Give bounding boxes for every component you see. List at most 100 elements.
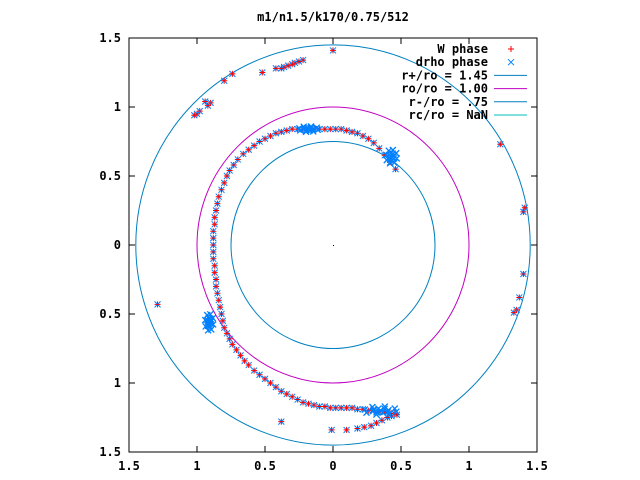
- data-point: [321, 403, 329, 410]
- legend-label: r-/ro = .75: [409, 95, 488, 109]
- w-phase-marker: [332, 404, 339, 411]
- drho-phase-marker: [363, 409, 370, 417]
- w-phase-marker: [262, 375, 268, 382]
- data-point: [250, 142, 258, 149]
- data-point: [277, 65, 285, 72]
- data-point: [326, 404, 334, 412]
- data-point: [373, 419, 380, 427]
- data-point: [337, 404, 345, 412]
- w-phase-marker: [349, 128, 356, 135]
- w-phase-marker: [272, 384, 279, 391]
- w-phase-marker: [223, 173, 230, 179]
- data-point: [375, 145, 383, 152]
- w-phase-marker: [359, 132, 366, 139]
- data-point: [277, 418, 285, 425]
- w-phase-marker: [328, 426, 335, 433]
- w-phase-marker: [245, 146, 252, 153]
- legend-marker: [507, 58, 515, 66]
- w-phase-marker: [251, 367, 258, 374]
- w-phase-marker: [213, 283, 220, 290]
- w-phase-marker: [283, 391, 290, 398]
- data-point: [212, 276, 220, 283]
- w-phase-marker: [245, 362, 252, 369]
- w-phase-marker: [354, 425, 361, 432]
- data-point: [233, 346, 240, 354]
- data-point: [272, 65, 280, 72]
- data-point: [258, 69, 266, 76]
- w-phase-marker: [240, 150, 247, 157]
- w-phase-marker: [497, 141, 504, 148]
- w-phase-marker: [191, 112, 198, 119]
- data-point: [190, 111, 198, 119]
- w-phase-marker: [210, 228, 217, 235]
- data-point: [219, 317, 227, 325]
- data-point: [309, 128, 317, 135]
- data-point: [373, 408, 380, 416]
- data-point: [223, 329, 231, 337]
- data-point: [272, 129, 280, 137]
- data-point: [305, 400, 312, 408]
- data-point: [239, 150, 247, 158]
- y-tick-label: 1: [114, 100, 121, 114]
- data-point: [218, 310, 225, 318]
- data-point: [288, 125, 296, 133]
- w-phase-marker: [354, 406, 361, 413]
- reference-circle: [135, 44, 531, 446]
- w-phase-marker: [338, 404, 345, 411]
- w-phase-marker: [354, 130, 361, 137]
- w-phase-marker: [251, 142, 258, 149]
- data-point: [256, 138, 263, 145]
- drho-phase-marker: [373, 408, 380, 416]
- x-tick-label: 1: [465, 459, 472, 473]
- data-point: [332, 404, 340, 412]
- x-tick-label: 0.5: [254, 459, 276, 473]
- w-phase-marker: [343, 127, 350, 134]
- reference-circle: [230, 141, 436, 349]
- data-point: [214, 289, 221, 297]
- data-point: [370, 139, 378, 147]
- x-tick-label: 0: [329, 459, 336, 473]
- w-phase-marker: [327, 404, 334, 411]
- w-phase-marker: [226, 335, 233, 342]
- w-phase-marker: [289, 126, 296, 133]
- y-tick-label: 1.5: [99, 31, 121, 45]
- data-point: [209, 227, 217, 235]
- legend-label: ro/ro = 1.00: [401, 82, 488, 96]
- data-point: [332, 125, 340, 133]
- data-point: [309, 126, 317, 134]
- data-point: [223, 172, 231, 180]
- data-point: [365, 135, 372, 143]
- data-point: [204, 102, 212, 109]
- drho-phase-marker: [377, 407, 385, 415]
- x-tick-label: 0.5: [390, 459, 412, 473]
- data-point: [343, 404, 350, 412]
- data-point: [316, 403, 323, 410]
- w-phase-marker: [316, 403, 323, 410]
- data-point: [261, 135, 269, 143]
- chart-title: m1/n1.5/k170/0.75/512: [257, 10, 409, 24]
- data-point: [310, 401, 318, 409]
- data-point: [212, 283, 220, 290]
- data-point: [220, 179, 228, 187]
- w-phase-marker: [370, 139, 377, 146]
- data-point: [229, 70, 236, 78]
- data-point: [245, 146, 253, 154]
- w-phase-marker: [215, 193, 222, 200]
- w-phase-marker: [214, 200, 221, 207]
- reference-circle: [196, 106, 470, 384]
- w-phase-marker: [229, 70, 236, 77]
- w-phase-marker: [278, 65, 285, 72]
- data-point: [367, 422, 375, 430]
- w-phase-marker: [510, 309, 517, 316]
- w-phase-marker: [213, 207, 220, 214]
- w-phase-marker: [365, 135, 372, 142]
- data-point: [209, 255, 217, 263]
- data-point: [348, 404, 356, 412]
- data-point: [329, 47, 337, 54]
- w-phase-marker: [256, 138, 263, 145]
- legend-label: r+/ro = 1.45: [401, 68, 488, 82]
- data-point: [229, 341, 236, 348]
- x-tick-label: 1.5: [526, 459, 548, 473]
